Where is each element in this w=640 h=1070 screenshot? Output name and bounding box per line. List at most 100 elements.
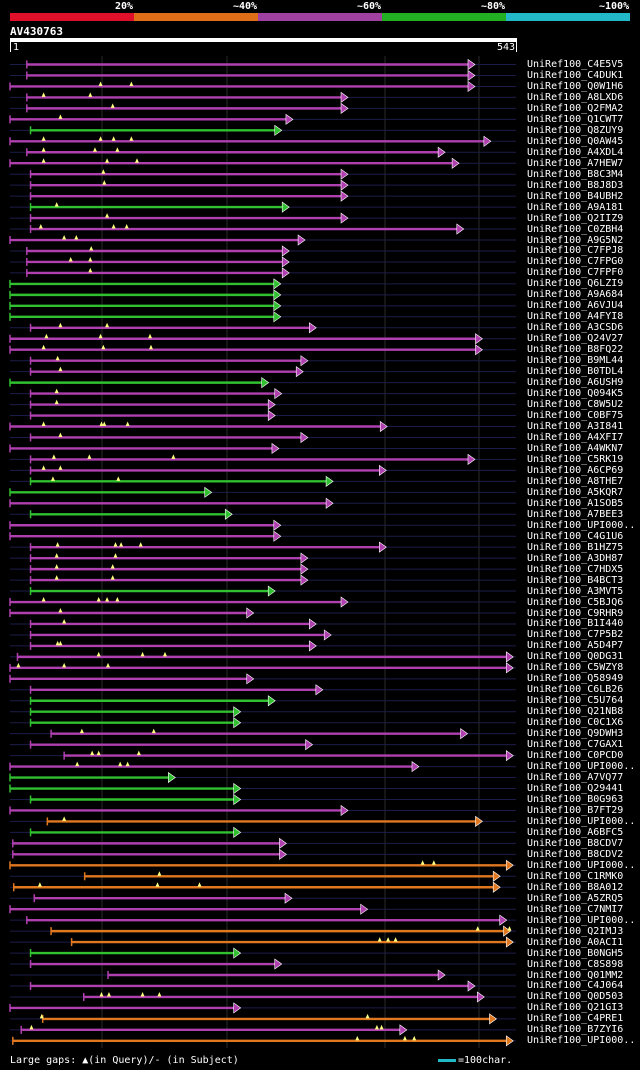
hit-name[interactable]: UniRef100_A3DH87: [527, 552, 624, 564]
hit-name[interactable]: UniRef100_A6USH9: [527, 377, 624, 389]
hit-name[interactable]: UniRef100_A6CP69: [527, 464, 624, 476]
hit-name[interactable]: UniRef100_B4UBH2: [527, 190, 624, 202]
hit-name[interactable]: UniRef100_C7FPJ8: [527, 245, 624, 257]
hit-name[interactable]: UniRef100_A4XDL4: [527, 146, 624, 158]
hit-name[interactable]: UniRef100_C4G1U6: [527, 530, 624, 542]
hit-name[interactable]: UniRef100_Q0AW45: [527, 135, 624, 147]
hit-name[interactable]: UniRef100_Q29441: [527, 783, 624, 795]
hit-name[interactable]: UniRef100_C0C1X6: [527, 717, 624, 729]
hit-name[interactable]: UniRef100_A3I841: [527, 421, 624, 432]
hit-name[interactable]: UniRef100_Q094K5: [527, 388, 624, 400]
hit-name[interactable]: UniRef100_UPI000..: [527, 815, 636, 827]
hit-name[interactable]: UniRef100_C7HDX5: [527, 563, 624, 575]
hit-name[interactable]: UniRef100_C6LB26: [527, 684, 624, 696]
hit-name[interactable]: UniRef100_B8CDV2: [527, 848, 624, 860]
hit-name[interactable]: UniRef100_C1RMK0: [527, 870, 624, 882]
hit-name[interactable]: UniRef100_B0TDL4: [527, 366, 624, 378]
hit-name[interactable]: UniRef100_B8A012: [527, 881, 624, 893]
hit-name[interactable]: UniRef100_C5U764: [527, 695, 624, 707]
hit-name[interactable]: UniRef100_A8LXD6: [527, 91, 624, 103]
hit-name[interactable]: UniRef100_C0BF75: [527, 410, 624, 422]
hit-name[interactable]: UniRef100_UPI000..: [527, 519, 636, 531]
hit-name[interactable]: UniRef100_A9A684: [527, 289, 624, 301]
hit-name[interactable]: UniRef100_UPI000..: [527, 1035, 636, 1047]
hit-name[interactable]: UniRef100_UPI000..: [527, 914, 636, 926]
hit-name[interactable]: UniRef100_B8J8D3: [527, 179, 624, 191]
hit-name[interactable]: UniRef100_A3CSD6: [527, 322, 624, 334]
hit-name[interactable]: UniRef100_C0ZBH4: [527, 223, 624, 235]
hit-name[interactable]: UniRef100_A5ZRQ5: [527, 892, 624, 904]
hit-name[interactable]: UniRef100_B4BCT3: [527, 574, 624, 586]
hit-end-arrow: [325, 497, 334, 509]
hit-name[interactable]: UniRef100_C7P5B2: [527, 629, 624, 641]
hit-name[interactable]: UniRef100_C5WZY8: [527, 662, 624, 674]
hit-name[interactable]: UniRef100_Q24V27: [527, 333, 624, 345]
hit-name[interactable]: UniRef100_Q21NB8: [527, 706, 624, 718]
hit-name[interactable]: UniRef100_Q9DWH3: [527, 728, 624, 740]
hit-name[interactable]: UniRef100_B0NGH5: [527, 947, 624, 959]
hit-name[interactable]: UniRef100_A7VQ77: [527, 772, 624, 784]
hit-name[interactable]: UniRef100_A0ACI1: [527, 936, 624, 948]
hit-name[interactable]: UniRef100_C5BJQ6: [527, 596, 624, 608]
hit-name[interactable]: UniRef100_B1HZ75: [527, 541, 624, 553]
hit-name[interactable]: UniRef100_A8THE7: [527, 475, 624, 487]
hit-name[interactable]: UniRef100_A5KQR7: [527, 486, 624, 498]
hit-name[interactable]: UniRef100_Q21GI3: [527, 1002, 624, 1014]
hit-name[interactable]: UniRef100_Q0D503: [527, 991, 624, 1003]
hit-name[interactable]: UniRef100_B1I440: [527, 618, 624, 630]
hit-end-arrow: [315, 684, 324, 696]
hit-name[interactable]: UniRef100_B8C3M4: [527, 168, 624, 180]
hit-name[interactable]: UniRef100_B8FQ22: [527, 344, 624, 356]
hit-name[interactable]: UniRef100_C9RHR9: [527, 607, 624, 619]
hit-name[interactable]: UniRef100_A6VJU4: [527, 300, 624, 312]
hit-end-arrow: [505, 859, 514, 871]
hit-name[interactable]: UniRef100_Q8ZUY9: [527, 124, 624, 136]
hit-name[interactable]: UniRef100_A4XFI7: [527, 431, 624, 443]
hit-name[interactable]: UniRef100_B7ZYI6: [527, 1024, 624, 1036]
hit-name[interactable]: UniRef100_C7GAX1: [527, 739, 624, 751]
hit-name[interactable]: UniRef100_C8S898: [527, 958, 624, 970]
hit-name[interactable]: UniRef100_C7NMI7: [527, 903, 624, 915]
hit-name[interactable]: UniRef100_C7FPG0: [527, 256, 624, 268]
hit-name[interactable]: UniRef100_B9ML44: [527, 355, 624, 367]
hit-name[interactable]: UniRef100_A7HEW7: [527, 157, 624, 169]
hit-name[interactable]: UniRef100_A4WKN7: [527, 442, 624, 454]
hit-name[interactable]: UniRef100_Q01MM2: [527, 969, 624, 981]
hit-name[interactable]: UniRef100_B7FT29: [527, 804, 624, 816]
hit-name[interactable]: UniRef100_Q0DG31: [527, 651, 624, 663]
hit-name[interactable]: UniRef100_Q2IIZ9: [527, 212, 624, 224]
hit-end-arrow: [340, 596, 349, 608]
hit-name[interactable]: UniRef100_C7FPF0: [527, 267, 624, 279]
query-gap-marker: [55, 640, 60, 646]
query-gap-marker: [92, 147, 97, 152]
query-gap-marker: [41, 158, 46, 163]
hit-name[interactable]: UniRef100_A3MVT5: [527, 585, 624, 597]
hit-name[interactable]: UniRef100_A9A181: [527, 201, 624, 213]
hit-name[interactable]: UniRef100_UPI000..: [527, 761, 636, 773]
hit-name[interactable]: UniRef100_C4PRE1: [527, 1013, 624, 1025]
hit-name[interactable]: UniRef100_Q2FMA2: [527, 102, 624, 114]
hit-name[interactable]: UniRef100_A1SOB5: [527, 497, 624, 509]
hit-name[interactable]: UniRef100_A6BFC5: [527, 826, 624, 838]
hit-name[interactable]: UniRef100_C4J064: [527, 980, 624, 992]
hit-name[interactable]: UniRef100_B8CDV7: [527, 837, 624, 849]
hit-name[interactable]: UniRef100_C5RK19: [527, 453, 624, 465]
hit-name[interactable]: UniRef100_Q2IMJ3: [527, 925, 624, 937]
hit-name[interactable]: UniRef100_UPI000..: [527, 859, 636, 871]
hit-name[interactable]: UniRef100_A5D4P7: [527, 640, 624, 652]
hit-name[interactable]: UniRef100_C4DUK1: [527, 69, 624, 81]
hit-end-arrow: [285, 113, 294, 125]
hit-name[interactable]: UniRef100_Q58949: [527, 673, 624, 685]
hit-name[interactable]: UniRef100_A7BEE3: [527, 508, 624, 520]
hit-name[interactable]: UniRef100_Q0W1H6: [527, 80, 624, 92]
hit-name[interactable]: UniRef100_Q6LZI9: [527, 278, 624, 290]
hit-name[interactable]: UniRef100_A9G5N2: [527, 234, 624, 246]
hit-name[interactable]: UniRef100_C0PCD0: [527, 750, 624, 762]
legend-color-segment: [134, 13, 258, 21]
hit-name[interactable]: UniRef100_A4FYI8: [527, 311, 624, 323]
hit-end-arrow: [267, 409, 276, 422]
hit-name[interactable]: UniRef100_C8W5U2: [527, 399, 624, 411]
hit-name[interactable]: UniRef100_B0G963: [527, 793, 624, 805]
hit-name[interactable]: UniRef100_Q1CWT7: [527, 113, 624, 125]
hit-name[interactable]: UniRef100_C4E5V5: [527, 59, 624, 70]
